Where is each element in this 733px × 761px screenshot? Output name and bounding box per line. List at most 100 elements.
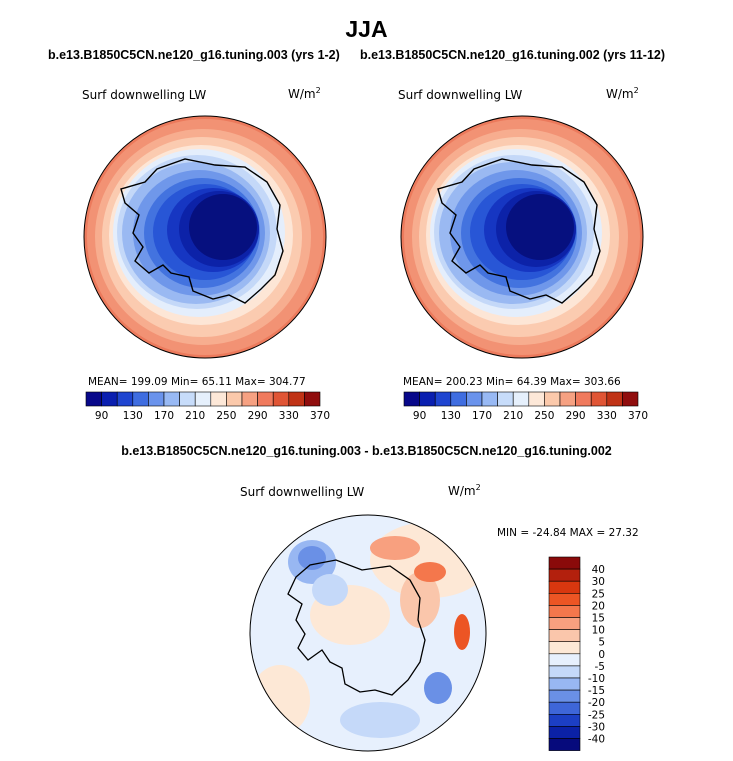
colorbar-tick-label: 250: [534, 410, 554, 422]
colorbar-box: [548, 713, 581, 727]
colorbar-tick-label: 290: [566, 410, 586, 422]
colorbar-box: [622, 391, 639, 407]
colorbar-box: [241, 391, 258, 407]
right-panel-variable-label: Surf downwelling LW: [398, 88, 523, 102]
colorbar-tick-label: 30: [592, 576, 605, 588]
colorbar-box: [548, 653, 581, 667]
left-panel-map: [84, 116, 326, 358]
right-panel-map: [401, 116, 643, 358]
left-panel-globe-outline: [83, 115, 327, 359]
colorbar-box: [288, 391, 305, 407]
difference-title: b.e13.B1850C5CN.ne120_g16.tuning.003 - b…: [121, 444, 612, 458]
colorbar-box: [497, 391, 514, 407]
colorbar-tick-label: -25: [588, 709, 605, 721]
colorbar-box: [548, 580, 581, 594]
colorbar-box: [512, 391, 530, 407]
colorbar-box: [548, 726, 581, 739]
colorbar-box: [272, 391, 290, 407]
colorbar-box: [163, 391, 180, 407]
colorbar-box: [548, 617, 581, 630]
difference-map: [250, 515, 486, 751]
colorbar-box: [194, 391, 212, 407]
colorbar-box: [257, 391, 274, 407]
colorbar-box: [210, 391, 227, 407]
left-panel-variable-label: Surf downwelling LW: [82, 88, 207, 102]
colorbar-box: [548, 689, 581, 703]
difference-minmax: MIN = -24.84 MAX = 27.32: [497, 527, 639, 539]
right-panel-colorbar: 90 130 170 210 250 290 330 370: [403, 391, 648, 422]
right-panel-case-title: b.e13.B1850C5CN.ne120_g16.tuning.002 (yr…: [360, 48, 666, 62]
colorbar-tick-label: 330: [279, 410, 299, 422]
colorbar-tick-label: 130: [441, 410, 461, 422]
colorbar-tick-label: 210: [185, 410, 205, 422]
left-panel-case-title: b.e13.B1850C5CN.ne120_g16.tuning.003 (yr…: [48, 48, 340, 62]
left-panel-stats: MEAN= 199.09 Min= 65.11 Max= 304.77: [88, 376, 306, 388]
colorbar-box: [116, 391, 134, 407]
colorbar-box: [548, 701, 581, 715]
right-panel-stats: MEAN= 200.23 Min= 64.39 Max= 303.66: [403, 376, 621, 388]
colorbar-box: [434, 391, 452, 407]
colorbar-tick-label: 130: [123, 410, 143, 422]
colorbar-box: [148, 391, 165, 407]
colorbar-tick-label: 10: [592, 625, 605, 637]
colorbar-tick-label: 170: [154, 410, 174, 422]
right-panel-globe-outline: [400, 115, 644, 359]
difference-units: W/m2: [448, 483, 481, 498]
colorbar-tick-label: 370: [628, 410, 648, 422]
difference-variable-label: Surf downwelling LW: [240, 485, 365, 499]
colorbar-box: [548, 556, 581, 570]
colorbar-box: [450, 391, 467, 407]
colorbar-tick-label: 90: [95, 410, 108, 422]
colorbar-tick-label: 20: [592, 600, 605, 612]
colorbar-tick-label: 15: [592, 613, 605, 625]
colorbar-box: [304, 391, 321, 407]
colorbar-tick-label: -20: [588, 697, 605, 709]
colorbar-box: [548, 641, 581, 655]
colorbar-box: [548, 605, 581, 618]
colorbar-tick-label: 210: [503, 410, 523, 422]
colorbar-box: [575, 391, 592, 407]
colorbar-tick-label: 250: [216, 410, 236, 422]
colorbar-box: [132, 391, 149, 407]
colorbar-box: [559, 391, 576, 407]
colorbar-box: [548, 738, 581, 751]
colorbar-box: [403, 391, 420, 407]
colorbar-box: [101, 391, 118, 407]
figure-title: JJA: [345, 16, 388, 42]
difference-globe-outline: [249, 514, 487, 752]
colorbar-tick-label: -30: [588, 721, 605, 733]
colorbar-tick-label: -15: [588, 685, 605, 697]
colorbar-tick-label: 0: [598, 649, 605, 661]
colorbar-tick-label: 5: [598, 637, 605, 649]
colorbar-tick-label: 40: [592, 564, 605, 576]
colorbar-box: [481, 391, 498, 407]
left-panel-units: W/m2: [288, 86, 321, 101]
colorbar-box: [544, 391, 561, 407]
colorbar-tick-label: 290: [248, 410, 268, 422]
colorbar-box: [548, 568, 581, 582]
colorbar-box: [419, 391, 436, 407]
colorbar-box: [466, 391, 483, 407]
colorbar-tick-label: -10: [588, 673, 605, 685]
colorbar-box: [85, 391, 102, 407]
colorbar-tick-label: 25: [592, 588, 605, 600]
left-panel-colorbar: 90 130 170 210 250 290 330 370: [85, 391, 330, 422]
colorbar-tick-label: 330: [597, 410, 617, 422]
colorbar-box: [528, 391, 545, 407]
colorbar-box: [590, 391, 608, 407]
colorbar-box: [179, 391, 196, 407]
colorbar-box: [606, 391, 623, 407]
colorbar-box: [548, 629, 581, 642]
colorbar-tick-label: 370: [310, 410, 330, 422]
colorbar-tick-label: -5: [595, 661, 605, 673]
colorbar-box: [226, 391, 243, 407]
colorbar-box: [548, 665, 581, 679]
colorbar-box: [548, 677, 581, 691]
colorbar-tick-label: 90: [413, 410, 426, 422]
right-panel-units: W/m2: [606, 86, 639, 101]
colorbar-box: [548, 592, 581, 606]
colorbar-tick-label: 170: [472, 410, 492, 422]
colorbar-tick-label: -40: [588, 734, 605, 746]
